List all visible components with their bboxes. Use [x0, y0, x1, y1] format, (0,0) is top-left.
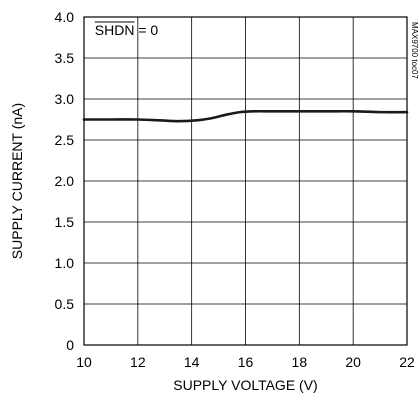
series-layer: [82, 109, 409, 123]
y-tick-label: 0.5: [55, 296, 75, 312]
x-tick-label: 22: [399, 354, 415, 370]
y-tick-label: 2.5: [55, 132, 75, 148]
y-tick-label: 1.0: [55, 255, 75, 271]
x-tick-label: 14: [184, 354, 200, 370]
y-axis-title: SUPPLY CURRENT (nA): [9, 103, 25, 259]
series-line: [82, 109, 409, 123]
x-tick-label: 20: [345, 354, 361, 370]
y-tick-label: 4.0: [55, 9, 75, 25]
annotation-overlined-text: SHDN: [95, 22, 135, 38]
x-tick-label: 18: [292, 354, 308, 370]
tick-labels: 10 12 14 16 18 20 22 0 0.5 1.0 1.5 2.0 2.5 3.0 3.5 4.0: [55, 9, 415, 370]
x-tick-label: 16: [238, 354, 254, 370]
y-tick-label: 0: [66, 337, 74, 353]
y-tick-label: 1.5: [55, 214, 75, 230]
shdn-annotation: SHDN = 0: [94, 21, 159, 38]
annotation-rest-text: = 0: [134, 22, 158, 38]
y-tick-label: 3.5: [55, 50, 75, 66]
grid: [83, 16, 408, 346]
x-tick-label: 12: [130, 354, 146, 370]
y-tick-label: 3.0: [55, 91, 75, 107]
y-tick-label: 2.0: [55, 173, 75, 189]
chart-id-note: MAX9700 toc07: [410, 22, 418, 79]
annotation-text: SHDN = 0: [95, 22, 159, 38]
x-axis-title: SUPPLY VOLTAGE (V): [173, 377, 317, 393]
plot-frame: [83, 16, 408, 346]
x-tick-label: 10: [76, 354, 92, 370]
